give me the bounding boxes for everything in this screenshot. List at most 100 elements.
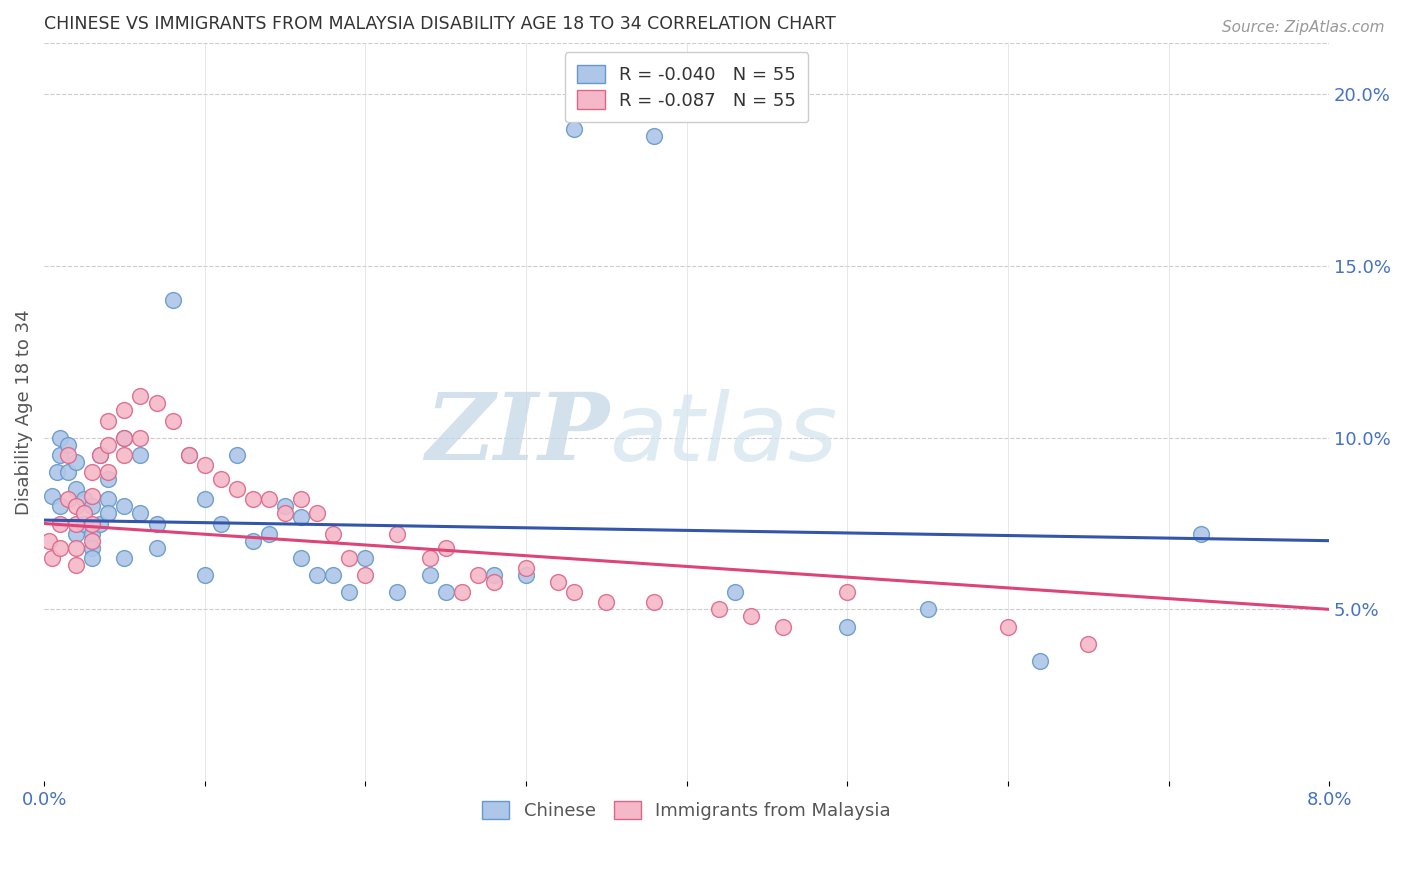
Point — [354, 568, 377, 582]
Point — [644, 595, 666, 609]
Point — [917, 602, 939, 616]
Point — [97, 492, 120, 507]
Point — [49, 431, 72, 445]
Point — [242, 533, 264, 548]
Point — [73, 516, 96, 531]
Point — [41, 550, 63, 565]
Point — [242, 492, 264, 507]
Point — [997, 619, 1019, 633]
Legend: Chinese, Immigrants from Malaysia: Chinese, Immigrants from Malaysia — [475, 794, 898, 827]
Point — [65, 526, 87, 541]
Point — [97, 413, 120, 427]
Point — [562, 585, 585, 599]
Point — [837, 619, 859, 633]
Point — [112, 448, 135, 462]
Point — [73, 492, 96, 507]
Point — [89, 448, 111, 462]
Point — [434, 585, 457, 599]
Point — [58, 465, 80, 479]
Point — [337, 550, 360, 565]
Point — [419, 550, 441, 565]
Point — [112, 431, 135, 445]
Point — [112, 431, 135, 445]
Point — [82, 489, 104, 503]
Point — [707, 602, 730, 616]
Point — [65, 500, 87, 514]
Point — [307, 568, 329, 582]
Point — [82, 533, 104, 548]
Point — [89, 448, 111, 462]
Point — [434, 541, 457, 555]
Point — [38, 533, 60, 548]
Point — [97, 506, 120, 520]
Point — [1189, 526, 1212, 541]
Point — [177, 448, 200, 462]
Point — [112, 550, 135, 565]
Text: Source: ZipAtlas.com: Source: ZipAtlas.com — [1222, 20, 1385, 35]
Point — [322, 568, 344, 582]
Y-axis label: Disability Age 18 to 34: Disability Age 18 to 34 — [15, 310, 32, 515]
Point — [450, 585, 472, 599]
Text: ZIP: ZIP — [425, 389, 610, 479]
Point — [65, 541, 87, 555]
Text: atlas: atlas — [610, 389, 838, 480]
Point — [257, 492, 280, 507]
Point — [65, 516, 87, 531]
Point — [58, 448, 80, 462]
Point — [772, 619, 794, 633]
Point — [58, 492, 80, 507]
Point — [73, 506, 96, 520]
Point — [1077, 637, 1099, 651]
Point — [225, 482, 247, 496]
Point — [515, 561, 537, 575]
Point — [46, 465, 69, 479]
Point — [82, 550, 104, 565]
Point — [337, 585, 360, 599]
Point — [65, 558, 87, 572]
Point — [274, 500, 297, 514]
Point — [82, 465, 104, 479]
Point — [387, 526, 409, 541]
Point — [322, 526, 344, 541]
Point — [49, 541, 72, 555]
Point — [49, 448, 72, 462]
Point — [194, 492, 217, 507]
Point — [257, 526, 280, 541]
Point — [129, 506, 152, 520]
Point — [58, 437, 80, 451]
Point — [162, 293, 184, 308]
Point — [419, 568, 441, 582]
Point — [65, 455, 87, 469]
Point — [274, 506, 297, 520]
Text: CHINESE VS IMMIGRANTS FROM MALAYSIA DISABILITY AGE 18 TO 34 CORRELATION CHART: CHINESE VS IMMIGRANTS FROM MALAYSIA DISA… — [44, 15, 835, 33]
Point — [82, 541, 104, 555]
Point — [112, 500, 135, 514]
Point — [97, 472, 120, 486]
Point — [65, 482, 87, 496]
Point — [129, 448, 152, 462]
Point — [49, 516, 72, 531]
Point — [595, 595, 617, 609]
Point — [209, 472, 232, 486]
Point — [145, 541, 167, 555]
Point — [194, 458, 217, 472]
Point — [194, 568, 217, 582]
Point — [644, 128, 666, 143]
Point — [225, 448, 247, 462]
Point — [82, 500, 104, 514]
Point — [547, 574, 569, 589]
Point — [290, 492, 312, 507]
Point — [1029, 654, 1052, 668]
Point — [129, 431, 152, 445]
Point — [41, 489, 63, 503]
Point — [307, 506, 329, 520]
Point — [724, 585, 747, 599]
Point — [482, 574, 505, 589]
Point — [740, 609, 762, 624]
Point — [562, 121, 585, 136]
Point — [467, 568, 489, 582]
Point — [97, 437, 120, 451]
Point — [837, 585, 859, 599]
Point — [482, 568, 505, 582]
Point — [112, 403, 135, 417]
